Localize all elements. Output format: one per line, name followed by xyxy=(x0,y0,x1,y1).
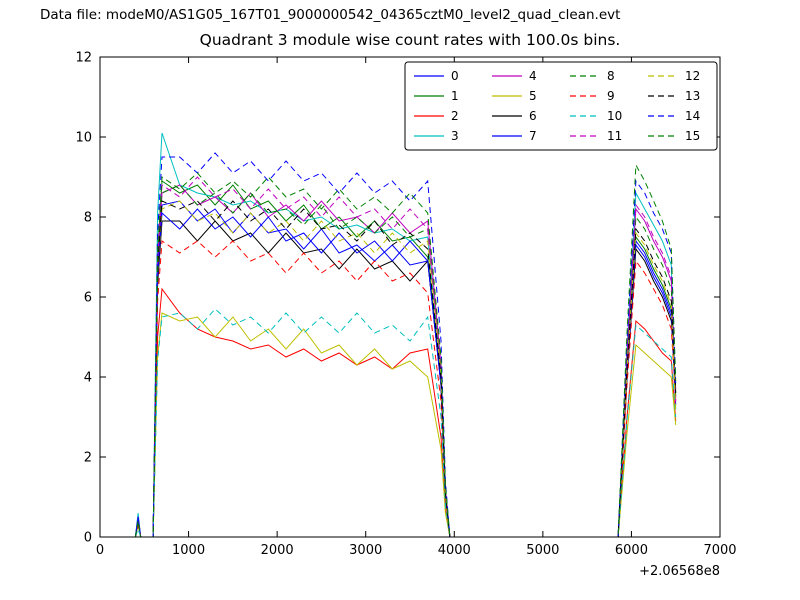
y-tick-label: 10 xyxy=(75,131,92,146)
x-tick-label: 1000 xyxy=(172,543,205,558)
legend-label-9: 9 xyxy=(607,89,615,103)
x-tick-label: 5000 xyxy=(526,543,559,558)
series-line-3 xyxy=(134,132,677,538)
series-line-10 xyxy=(134,308,677,538)
series-line-7 xyxy=(134,208,677,538)
legend-label-14: 14 xyxy=(685,109,700,123)
legend-label-2: 2 xyxy=(451,109,459,123)
legend-box xyxy=(404,61,718,151)
legend-label-15: 15 xyxy=(685,129,700,143)
legend-label-1: 1 xyxy=(451,89,459,103)
legend-label-4: 4 xyxy=(529,69,537,83)
data-file-label: Data file: modeM0/AS1G05_167T01_90000005… xyxy=(40,7,621,23)
legend-label-7: 7 xyxy=(529,129,537,143)
legend-label-13: 13 xyxy=(685,89,700,103)
x-tick-label: 2000 xyxy=(261,543,294,558)
series-line-2 xyxy=(134,287,677,538)
legend-label-5: 5 xyxy=(529,89,537,103)
x-tick-label: 0 xyxy=(96,543,104,558)
legend-label-11: 11 xyxy=(607,129,622,143)
series-line-13 xyxy=(134,200,677,538)
chart-title: Quadrant 3 module wise count rates with … xyxy=(199,31,621,49)
x-axis-offset-label: +2.06568e8 xyxy=(639,564,720,579)
y-tick-label: 4 xyxy=(84,371,92,386)
x-tick-label: 3000 xyxy=(349,543,382,558)
series-line-8 xyxy=(134,184,677,538)
y-tick-label: 8 xyxy=(84,211,92,226)
series-line-9 xyxy=(134,240,677,538)
legend-label-8: 8 xyxy=(607,69,615,83)
legend-label-10: 10 xyxy=(607,109,622,123)
legend-label-3: 3 xyxy=(451,129,459,143)
series-line-6 xyxy=(134,220,677,538)
x-tick-label: 7000 xyxy=(703,543,736,558)
y-tick-label: 0 xyxy=(84,531,92,546)
series-lines xyxy=(134,132,677,538)
x-tick-label: 4000 xyxy=(438,543,471,558)
x-tick-label: 6000 xyxy=(615,543,648,558)
legend-label-6: 6 xyxy=(529,109,537,123)
y-tick-label: 6 xyxy=(84,291,92,306)
legend-label-12: 12 xyxy=(685,69,700,83)
y-tick-label: 12 xyxy=(75,51,92,66)
series-line-11 xyxy=(134,176,677,538)
series-line-0 xyxy=(134,200,677,538)
series-line-12 xyxy=(134,200,677,538)
series-line-15 xyxy=(134,163,677,538)
legend-label-0: 0 xyxy=(451,69,459,83)
series-line-5 xyxy=(134,312,677,538)
x-axis-ticks: 0 1000 2000 3000 4000 5000 6000 7000 xyxy=(96,57,737,558)
y-tick-label: 2 xyxy=(84,451,92,466)
series-line-1 xyxy=(134,180,677,538)
series-line-14 xyxy=(134,152,677,538)
